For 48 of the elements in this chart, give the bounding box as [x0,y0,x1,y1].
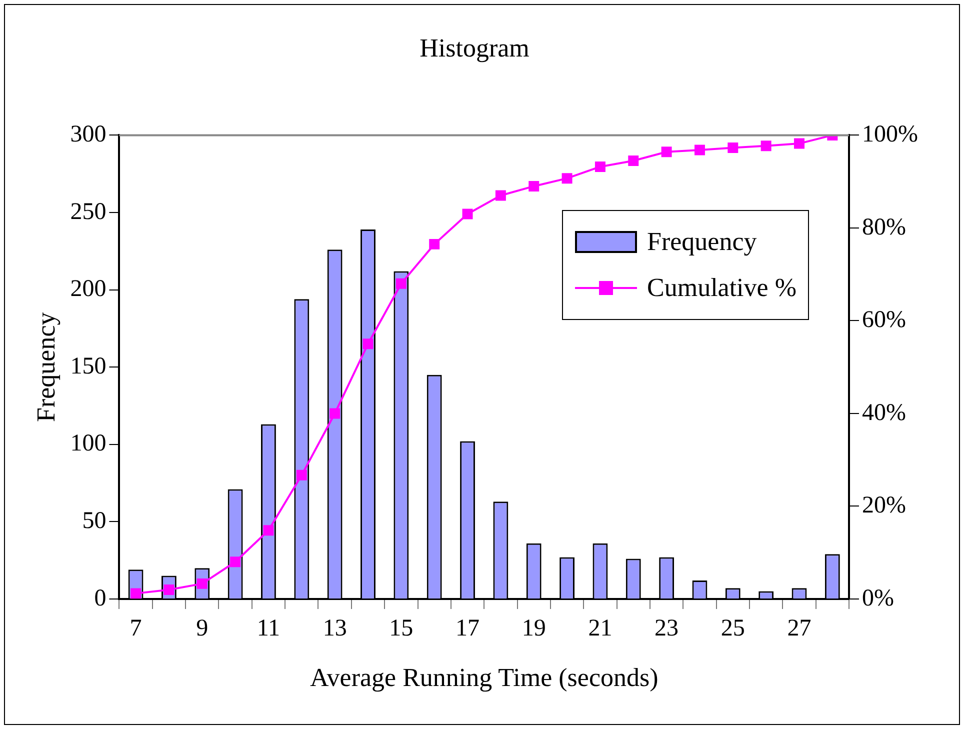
x-tick-label: 21 [588,616,612,642]
x-tick-label: 15 [389,616,414,642]
x-tick-label: 11 [256,616,280,642]
point [694,144,705,156]
point [330,408,340,419]
x-tick-label: 13 [322,616,347,642]
point [760,140,772,152]
y-tick-label: 50 [82,508,106,534]
point [230,556,241,568]
legend-label: Frequency [647,227,757,258]
point [661,146,672,158]
y2-tick-label: 80% [862,214,906,240]
x-tick-label: 19 [522,616,546,642]
point [628,155,639,166]
point [462,208,473,220]
x-tick-label: 7 [130,616,142,642]
x-axis-title: Average Running Time (seconds) [310,663,658,692]
y2-tick-label: 40% [862,400,906,426]
point [429,238,440,250]
legend-label: Cumulative % [647,273,796,304]
point [594,161,606,172]
y2-tick-label: 60% [862,307,906,334]
chart-title: Histogram [420,33,530,62]
point [362,338,374,350]
point [296,470,307,480]
point [528,180,540,192]
y-axis-title: Frequency [31,312,60,422]
point [728,142,738,153]
y-tick-label: 250 [70,198,106,225]
y2-tick-label: 100% [862,121,918,148]
x-tick-label: 23 [654,616,679,642]
y-tick-label: 150 [70,353,106,380]
point [263,525,274,536]
point [562,173,572,184]
point [130,588,142,599]
point [495,190,506,201]
x-tick-label: 27 [787,616,812,642]
y-tick-label: 0 [94,585,106,612]
point [396,278,406,289]
y-tick-label: 100 [70,430,106,457]
point [794,138,804,149]
y2-tick-label: 20% [862,492,906,519]
x-tick-label: 25 [720,616,745,642]
y-tick-label: 300 [70,121,106,148]
y-tick-label: 200 [70,276,106,302]
x-tick-label: 9 [196,616,208,642]
x-tick-label: 17 [456,616,480,642]
y2-tick-label: 0% [862,585,894,612]
